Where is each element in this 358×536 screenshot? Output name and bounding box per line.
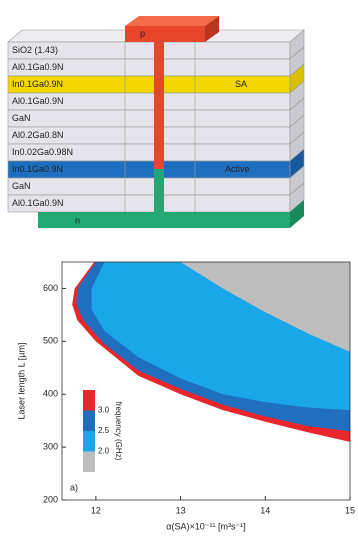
colorbar-tick-label: 3.0 <box>98 406 110 415</box>
x-tick-label: 15 <box>345 505 355 515</box>
x-axis-label: α(SA)×10⁻¹¹ [m³s⁻¹] <box>166 521 245 531</box>
colorbar-segment <box>83 431 95 452</box>
p-top <box>125 16 219 26</box>
y-tick-label: 500 <box>43 336 58 346</box>
layer-label: Al0.2Ga0.8N <box>12 130 64 140</box>
layer-diagram: SiO2 (1.43) Al0.1Ga0.9N In0.1Ga0.9N Al0.1Ga… <box>7 16 305 228</box>
y-tick-label: 300 <box>43 441 58 451</box>
layer-label: In0.1Ga0.9N <box>12 79 63 89</box>
panel-label: a) <box>70 482 78 492</box>
n-label: n <box>75 215 80 225</box>
n-contact <box>38 212 290 228</box>
y-tick-label: 600 <box>43 283 58 293</box>
layer-label: In0.02Ga0.98N <box>12 147 73 157</box>
n-stem <box>154 169 164 212</box>
y-tick-label: 400 <box>43 389 58 399</box>
n-contact-side <box>290 200 304 228</box>
layer <box>7 177 291 196</box>
region <box>180 262 350 352</box>
x-tick-label: 14 <box>260 505 270 515</box>
colorbar-segment <box>83 410 95 431</box>
layer-label: In0.1Ga0.9N <box>12 164 63 174</box>
p-label: p <box>140 28 145 38</box>
colorbar-tick-label: 2.5 <box>98 426 110 435</box>
y-axis-label: Laser length L [µm] <box>16 343 26 420</box>
colorbar-tick-label: 2.0 <box>98 447 110 456</box>
layer-label: Al0.1Ga0.9N <box>12 62 64 72</box>
y-tick-label: 200 <box>43 494 58 504</box>
sa-label: SA <box>235 79 247 89</box>
layer-label: GaN <box>12 113 31 123</box>
layer-label: SiO2 (1.43) <box>12 45 58 55</box>
layer-label: Al0.1Ga0.9N <box>12 198 64 208</box>
x-tick-label: 12 <box>91 505 101 515</box>
plot-frame <box>61 261 351 501</box>
chart: 12 13 14 15 200 300 400 500 600 α(SA)×10⁻¹¹ [m³s⁻… <box>16 261 355 531</box>
layer-label: Al0.1Ga0.9N <box>12 96 64 106</box>
p-contact <box>125 26 205 42</box>
p-stem <box>154 36 164 169</box>
colorbar-segment <box>83 451 95 472</box>
layer-label: GaN <box>12 181 31 191</box>
active-label: Active <box>225 164 250 174</box>
p-side <box>205 16 219 42</box>
x-tick-label: 13 <box>176 505 186 515</box>
layer <box>7 109 291 128</box>
colorbar-title: frequency (GHz) <box>114 402 123 461</box>
colorbar-segment <box>83 390 95 411</box>
